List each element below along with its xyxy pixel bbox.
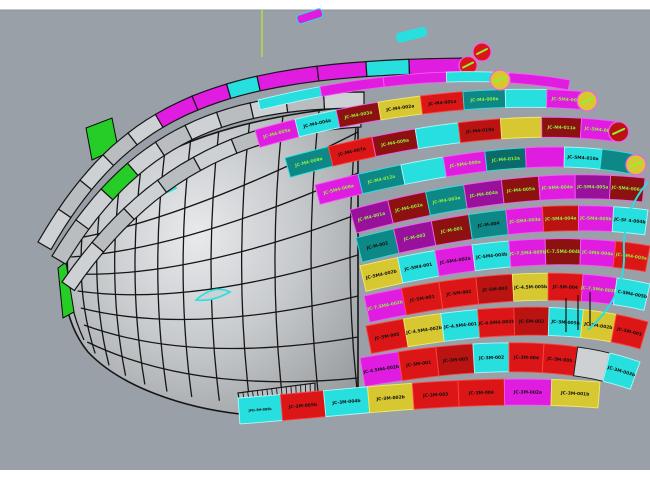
small-strip-tab: [396, 26, 428, 43]
panel-label: JC-5M-003: [615, 326, 642, 338]
panel-label: JC-M-001: [439, 226, 463, 236]
panel-label: JC-3M-004b: [331, 398, 361, 407]
panel-label: JC-3M-002b: [583, 321, 613, 331]
hull-panel[interactable]: [499, 116, 543, 140]
deck-strips[interactable]: JC-M4-005a JC-M4-004a JC-M4-003a JC-M4-002a…: [37, 55, 647, 292]
hull-panel[interactable]: [365, 58, 411, 78]
panel-label: JC-4.5M4-002b: [405, 325, 443, 336]
panel-label: JC-4.5M4-001: [443, 321, 477, 331]
panel-label: JC-M4-004a: [469, 190, 499, 200]
panel-label: JC-5M-002: [518, 319, 544, 325]
panel-label: JC-5M4-009a: [448, 159, 481, 169]
panel-label: JC-M4-002a: [385, 103, 415, 113]
hull-panel[interactable]: [612, 240, 650, 273]
panel-label: JC-3M-005b: [550, 319, 580, 327]
panel-label: JC-M4-010a: [465, 127, 495, 136]
cap-highlight: [493, 76, 507, 83]
panel-label: JC-5M4-006a: [610, 185, 643, 193]
seam-line: [74, 213, 359, 275]
panel-mosaic[interactable]: JC-M4-001aJC-M4-002aJC-M4-003aJC-M4-004a…: [237, 174, 650, 425]
frame-line: [274, 116, 284, 404]
panel-label: JC-M4-009a: [380, 137, 410, 148]
panel-label: JC-M-002: [365, 240, 389, 251]
panel-label: JC-5M-003: [481, 285, 508, 293]
hull-panel[interactable]: [610, 313, 649, 350]
hull-right-edge: [587, 181, 649, 331]
cap-highlight: [612, 127, 626, 135]
frame-line: [114, 179, 127, 376]
seam-line: [83, 324, 359, 350]
panel-label: JC-3M-002: [478, 355, 504, 362]
green-panel[interactable]: [57, 261, 75, 319]
frame-line: [134, 165, 146, 385]
panel-label: JC-5M-004: [552, 284, 578, 291]
panel-label: JC-M4-003a: [343, 110, 373, 121]
panel-label: JC-4.5M4-003b: [477, 319, 514, 327]
panel-label: JC-M-003: [402, 232, 426, 243]
panel-label: JC-5M4-004a: [581, 249, 614, 257]
panel-label: JC-3M-004: [468, 390, 494, 397]
seam-line: [77, 254, 359, 296]
frame-line: [240, 123, 251, 403]
panel-label: JC-5M4-003a: [615, 251, 648, 261]
panel-label: JC-5M-002: [445, 289, 472, 298]
panel-label: JC-5M4-005b: [614, 288, 647, 300]
cap-highlight: [476, 48, 488, 55]
panel-label: JC-5M4-003b: [475, 252, 508, 261]
panel-label: JPD-3M-005b: [247, 407, 272, 413]
panel-label: JC-3M-002b: [375, 394, 405, 402]
panel-label: JC-5M4-003a: [508, 217, 541, 226]
seam-line: [80, 295, 359, 321]
panel-label: JC-5M4-006a: [550, 96, 583, 104]
hull-panel[interactable]: [612, 277, 650, 311]
panel-label: JC-3M-004: [513, 355, 539, 362]
panel-label: JC-3M-003: [442, 356, 469, 364]
panel-label: JC-5M4-007a: [583, 126, 616, 135]
panel-label: JC-3M-005b: [288, 402, 318, 411]
panel-label: JC-M4-011a: [546, 125, 575, 132]
cyan-edge-sliver: [194, 288, 232, 302]
panel-label: JC-5M4-004a: [544, 215, 576, 222]
panel-label: JC-5M-001: [408, 294, 435, 304]
panel-label: JC-M-004: [476, 220, 500, 229]
hull-panel[interactable]: [504, 88, 548, 108]
panel-label: JC-3M-001b: [560, 390, 590, 398]
hull-panel[interactable]: [609, 174, 646, 203]
panel-label: JC-5M4-002a: [438, 256, 471, 267]
hull-panel[interactable]: [602, 352, 641, 390]
panel-label: JC-7.5M4-004b: [544, 249, 581, 255]
panel-label: JC-M4-005a: [506, 186, 536, 195]
panel-label: JC-3M-005: [546, 356, 573, 365]
panel-label: JC-5M4-005a: [576, 184, 608, 190]
panel-label: JC-5M4-005b: [579, 215, 612, 222]
cap-highlight: [580, 96, 594, 104]
hull-panel[interactable]: [550, 379, 601, 409]
panel-label: JC-M4-003a: [431, 195, 461, 206]
small-strip-tab: [296, 8, 324, 25]
frame-line: [210, 131, 221, 401]
panel-label: JC-5M4-010a: [566, 154, 599, 162]
panel-label: JC-5M4-004a: [541, 184, 573, 191]
panel-label: JC-M4-006a: [469, 96, 498, 104]
panel-label: JC-7.5M4-005b: [508, 249, 545, 257]
panel-label: JC-3M-002a: [513, 389, 542, 395]
panel-label: JC-7.5M4-003b: [580, 285, 618, 295]
panel-label: JC-M4-001a: [427, 99, 457, 108]
panel-label: JC-5M4-004b: [613, 216, 646, 225]
panel-label: JC-5M4-001: [403, 262, 433, 273]
edge-details: [296, 8, 649, 332]
panel-label: JC-5M-005: [373, 331, 400, 342]
cap-highlight: [462, 61, 475, 69]
panel-label: JC-4.5M4-002b: [362, 364, 400, 376]
hull-panel[interactable]: [507, 72, 571, 91]
panel-label: JC-4.5M-005b: [513, 284, 547, 291]
hull-panel[interactable]: [524, 146, 565, 169]
panel-label: JC-M4-013a: [491, 155, 521, 163]
panel-label: JC-3M-001: [405, 360, 432, 369]
panel-label: JC-3M-003: [422, 392, 449, 400]
cap-highlight: [629, 160, 643, 168]
hull-panel[interactable]: [611, 206, 649, 236]
